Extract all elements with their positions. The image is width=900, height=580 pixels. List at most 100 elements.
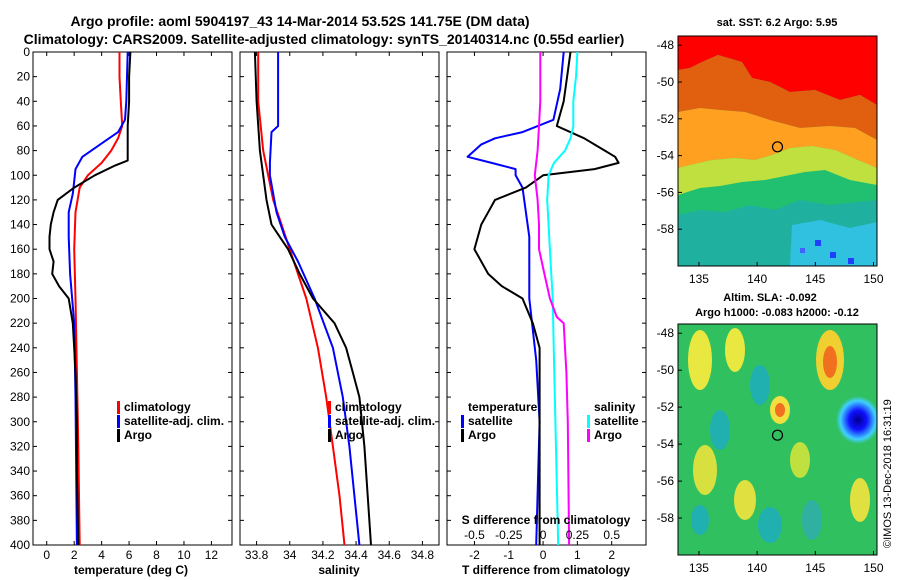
sla-map-title: Altim. SLA: -0.092	[723, 292, 817, 304]
x-tick-label: -1	[503, 548, 514, 562]
series-line-climatology	[73, 52, 124, 546]
t-difference-xlabel: T difference from climatology	[462, 563, 630, 577]
depth-tick-label: 180	[10, 267, 30, 281]
sla-low-anomaly	[750, 365, 770, 405]
sla-peak-anomaly	[775, 403, 785, 417]
sst-orange-band	[678, 55, 877, 140]
legend-satellite-swatch	[328, 415, 331, 428]
sla-low-anomaly	[691, 505, 709, 535]
lon-tick-label: 150	[863, 272, 883, 286]
x-tick-label: 0	[43, 548, 50, 562]
legend-satellite-label: satellite-adj. clim.	[124, 414, 224, 428]
salinity-legend: climatology satellite-adj. clim. Argo	[328, 400, 435, 442]
lon-tick-label: 135	[689, 561, 709, 575]
series-line-s-argo	[533, 52, 571, 546]
temperature-lines	[48, 51, 132, 546]
figure-title-line1: Argo profile: aoml 5904197_43 14-Mar-201…	[70, 13, 529, 29]
sst-map-panel: sat. SST: 6.2 Argo: 5.95 -48 -50 -52 -54 -56…	[657, 17, 884, 286]
sla-high-anomaly	[725, 328, 745, 372]
lon-tick-label: 145	[805, 272, 825, 286]
sla-map-panel: Altim. SLA: -0.092 Argo h1000: -0.083 h2…	[657, 292, 884, 575]
depth-tick-label: 280	[10, 390, 30, 404]
lat-tick-label: -58	[657, 511, 675, 525]
figure-title-line2: Climatology: CARS2009. Satellite-adjuste…	[24, 31, 625, 47]
sst-cool-region	[790, 220, 877, 266]
series-line-s-satellite	[546, 51, 579, 546]
sla-peak-anomaly	[823, 346, 837, 378]
legend-t-argo-swatch	[461, 429, 464, 442]
depth-tick-label: 360	[10, 489, 30, 503]
sst-lon-ticks: 135 140 145 150	[689, 262, 884, 286]
s-tick-label: 0	[540, 528, 547, 542]
sla-low-anomaly	[710, 410, 730, 450]
series-line-satellite-adj-clim-	[268, 52, 361, 546]
x-tick-label: 4	[98, 548, 105, 562]
sla-lat-ticks: -48 -50 -52 -54 -56 -58	[657, 326, 682, 525]
x-tick-label: 12	[205, 548, 219, 562]
depth-tick-label: 0	[23, 45, 30, 59]
sla-eddy-anomaly	[836, 396, 877, 444]
depth-tick-label: 300	[10, 415, 30, 429]
sla-low-anomaly	[802, 500, 822, 540]
sst-heatmap	[678, 36, 877, 266]
difference-panel: -2 -1 0 1 2 T difference from climatology S …	[446, 51, 647, 577]
sla-high-anomaly	[790, 442, 810, 478]
sla-high-anomaly	[688, 330, 712, 390]
series-line-argo	[253, 51, 372, 546]
x-tick-label: 6	[126, 548, 133, 562]
sst-cold-pixel	[800, 248, 805, 253]
lat-tick-label: -50	[657, 75, 675, 89]
x-tick-label: -2	[469, 548, 480, 562]
depth-tick-label: 200	[10, 292, 30, 306]
x-tick-label: 34.4	[344, 548, 368, 562]
salinity-x-axis: 33.8 34 34.2 34.4 34.6 34.8	[245, 52, 435, 562]
series-line-t-satellite	[466, 51, 565, 546]
sst-cold-pixel	[848, 258, 854, 264]
depth-tick-label: 160	[10, 242, 30, 256]
sla-argo-location-marker	[771, 429, 784, 441]
depth-tick-label: 120	[10, 193, 30, 207]
lat-tick-label: -56	[657, 474, 675, 488]
sla-high-anomaly	[734, 480, 756, 520]
sst-cold-pixel	[815, 240, 821, 246]
salinity-axes-frame	[239, 51, 440, 546]
legend-argo-swatch	[117, 429, 120, 442]
series-line-satellite-adj-clim-	[67, 51, 129, 546]
sst-argo-location-marker	[771, 141, 784, 153]
sla-low-anomaly	[758, 507, 782, 543]
x-tick-label: 1	[574, 548, 581, 562]
x-tick-label: 2	[71, 548, 78, 562]
temperature-xlabel: temperature (deg C)	[74, 563, 188, 577]
x-tick-label: 10	[177, 548, 191, 562]
lat-tick-label: -56	[657, 185, 675, 199]
depth-tick-label: 80	[17, 144, 31, 158]
legend-s-argo-swatch	[587, 429, 590, 442]
x-tick-label: 34	[283, 548, 297, 562]
legend-argo-label: Argo	[124, 428, 152, 442]
legend-s-argo-label: Argo	[594, 428, 622, 442]
x-tick-label: 34.8	[411, 548, 435, 562]
sst-cold-pixel	[830, 252, 836, 258]
s-tick-label: 0.25	[566, 528, 590, 542]
x-tick-label: 2	[608, 548, 615, 562]
lat-tick-label: -50	[657, 363, 675, 377]
legend-salinity-heading: salinity	[594, 400, 636, 414]
legend-argo-swatch	[328, 429, 331, 442]
x-tick-label: 8	[153, 548, 160, 562]
lat-tick-label: -58	[657, 222, 675, 236]
legend-temperature-heading: temperature	[468, 400, 538, 414]
sst-amber-band	[678, 108, 877, 168]
sst-yellow-green-band	[678, 146, 877, 195]
lon-tick-label: 135	[689, 272, 709, 286]
lon-tick-label: 145	[805, 561, 825, 575]
difference-legend-right: salinity satellite Argo	[587, 400, 639, 442]
x-tick-label: 34.6	[378, 548, 402, 562]
lat-tick-label: -48	[657, 326, 675, 340]
depth-tick-label: 60	[17, 119, 31, 133]
series-line-t-argo	[473, 51, 620, 545]
depth-tick-label: 240	[10, 341, 30, 355]
depth-tick-label: 140	[10, 218, 30, 232]
imos-watermark: ©IMOS 13-Dec-2018 16:31:19	[882, 399, 894, 548]
legend-climatology-label: climatology	[124, 400, 191, 414]
